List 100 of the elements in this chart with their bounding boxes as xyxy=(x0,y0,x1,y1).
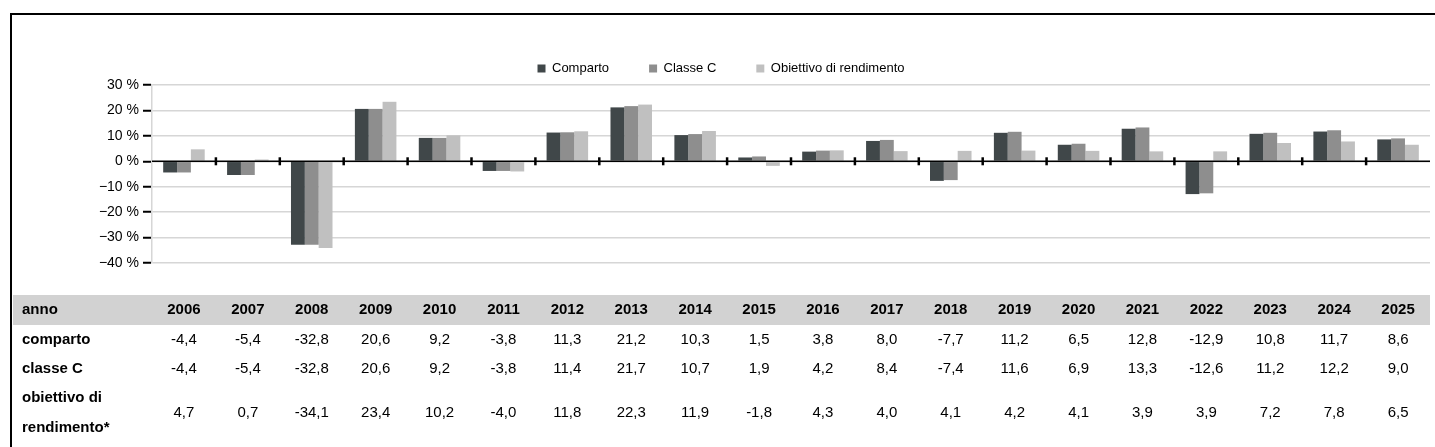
x-tick-label: 2012 xyxy=(550,300,585,318)
bar xyxy=(446,135,461,161)
bar xyxy=(1404,144,1419,161)
bar xyxy=(624,106,639,161)
data-label: -7,4 xyxy=(937,359,964,377)
bar xyxy=(1249,133,1264,161)
data-label: 4,1 xyxy=(940,403,962,421)
bar xyxy=(368,108,383,161)
data-label: 4,2 xyxy=(1004,403,1026,421)
data-label: 23,4 xyxy=(361,403,391,421)
legend-label: Obiettivo di rendimento xyxy=(770,60,905,76)
bar xyxy=(929,162,944,181)
data-label: 11,3 xyxy=(553,330,582,348)
data-label: 4,1 xyxy=(1068,403,1089,421)
data-label: 21,7 xyxy=(616,359,646,377)
bar xyxy=(382,101,397,161)
x-tick-label: 2006 xyxy=(167,300,201,318)
bar xyxy=(240,162,255,176)
bar xyxy=(318,162,333,248)
data-label: 11,2 xyxy=(1256,359,1285,377)
x-tick-label: 2021 xyxy=(1125,300,1160,318)
data-label: 11,7 xyxy=(1320,330,1349,348)
bar xyxy=(560,132,575,161)
data-label: 12,2 xyxy=(1319,359,1349,377)
data-label: 4,2 xyxy=(812,359,834,377)
data-label: 1,9 xyxy=(748,359,770,377)
data-label: -5,4 xyxy=(234,330,261,348)
x-tick-label: 2025 xyxy=(1381,300,1415,318)
data-label: -3,8 xyxy=(490,359,517,377)
data-label: 1,5 xyxy=(748,330,770,348)
bar xyxy=(688,134,703,161)
bar xyxy=(943,162,958,181)
data-label: 3,9 xyxy=(1132,403,1153,421)
data-label: 9,2 xyxy=(429,330,450,348)
bar xyxy=(1199,162,1214,194)
bar xyxy=(802,151,817,161)
bar xyxy=(702,131,716,161)
data-label: 20,6 xyxy=(361,359,391,377)
bar xyxy=(496,162,511,171)
bar xyxy=(638,104,653,161)
data-label: 7,2 xyxy=(1259,403,1281,421)
data-label: 11,6 xyxy=(1000,359,1029,377)
bar xyxy=(418,137,433,161)
bar xyxy=(177,162,191,173)
bar xyxy=(1213,151,1228,161)
data-label: 13,3 xyxy=(1127,359,1158,377)
bar xyxy=(304,162,319,245)
x-tick-label: 2013 xyxy=(614,300,648,318)
data-label: 11,8 xyxy=(553,403,582,421)
data-label: -12,6 xyxy=(1189,359,1224,377)
y-tick-label: 10 % xyxy=(107,126,139,143)
bar xyxy=(765,162,780,166)
data-label: 20,6 xyxy=(361,330,391,348)
data-label: 8,6 xyxy=(1387,330,1409,348)
text: obiettivo di rendimento* xyxy=(22,388,110,436)
x-tick-label: 2015 xyxy=(742,300,776,318)
bar xyxy=(1185,162,1200,195)
data-label: 9,0 xyxy=(1387,359,1409,377)
legend-label: Classe C xyxy=(663,60,717,76)
y-tick-label: 30 % xyxy=(107,75,139,92)
data-label: 11,4 xyxy=(553,359,582,377)
bar xyxy=(816,150,830,161)
bar xyxy=(1121,128,1136,161)
text: anno xyxy=(22,300,58,318)
data-label: -4,4 xyxy=(171,330,197,348)
y-tick-label: −30 % xyxy=(98,228,139,245)
x-tick-label: 2010 xyxy=(422,300,457,318)
y-tick-label: −20 % xyxy=(98,203,139,219)
bar xyxy=(354,108,369,161)
bar xyxy=(752,156,766,161)
bar xyxy=(190,149,205,161)
data-label: 7,8 xyxy=(1323,403,1345,421)
data-label: 8,4 xyxy=(876,359,898,377)
data-label: 6,9 xyxy=(1068,359,1089,377)
bar xyxy=(482,162,497,171)
x-tick-label: 2023 xyxy=(1253,300,1287,318)
data-label: -3,8 xyxy=(490,330,517,348)
x-tick-label: 2018 xyxy=(934,300,968,318)
bar xyxy=(866,140,880,161)
data-label: 6,5 xyxy=(1387,403,1409,421)
legend-label: Comparto xyxy=(552,60,610,76)
bar xyxy=(1391,138,1405,161)
bar xyxy=(879,139,894,161)
bar xyxy=(993,132,1008,161)
bar xyxy=(163,162,178,173)
data-label: 8,0 xyxy=(876,330,898,348)
x-tick-label: 2014 xyxy=(678,300,713,318)
data-label: 10,7 xyxy=(680,359,710,377)
bar xyxy=(1149,151,1164,161)
x-tick-label: 2017 xyxy=(870,300,904,318)
y-tick-label: −10 % xyxy=(98,177,139,194)
x-tick-label: 2022 xyxy=(1189,300,1224,318)
y-tick-label: 0 % xyxy=(114,152,139,169)
data-label: 12,8 xyxy=(1127,330,1158,348)
bar xyxy=(1071,143,1086,161)
data-label: 3,8 xyxy=(812,330,834,348)
x-tick-label: 2008 xyxy=(295,300,329,318)
data-label: -7,7 xyxy=(937,330,964,348)
y-tick-label: 20 % xyxy=(107,101,139,118)
bar xyxy=(1327,130,1342,161)
